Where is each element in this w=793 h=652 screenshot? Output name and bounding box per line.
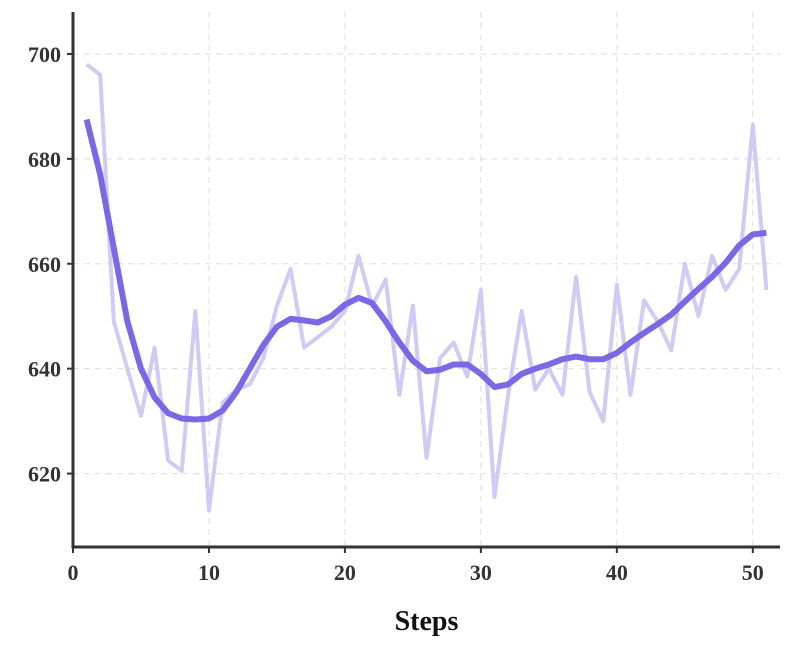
x-axis-title: Steps	[395, 606, 459, 637]
y-tick-label-680: 680	[28, 147, 61, 172]
smoothed-series-line	[83, 118, 767, 423]
y-tick-label-640: 640	[28, 357, 61, 382]
x-tick-label-0: 0	[68, 560, 79, 585]
y-tick-label-620: 620	[28, 462, 61, 487]
x-tick-label-20: 20	[334, 560, 356, 585]
y-tick-label-660: 660	[28, 252, 61, 277]
x-tick-label-30: 30	[470, 560, 492, 585]
raw-series-line	[85, 62, 769, 513]
x-tick-label-40: 40	[606, 560, 628, 585]
series-layer	[83, 62, 769, 513]
axes	[71, 12, 780, 549]
x-tick-label-50: 50	[742, 560, 764, 585]
tick-layer: 0 10 20 30 40 50 620 640 660 680 700	[28, 42, 764, 585]
x-tick-label-10: 10	[198, 560, 220, 585]
y-tick-label-700: 700	[28, 42, 61, 67]
